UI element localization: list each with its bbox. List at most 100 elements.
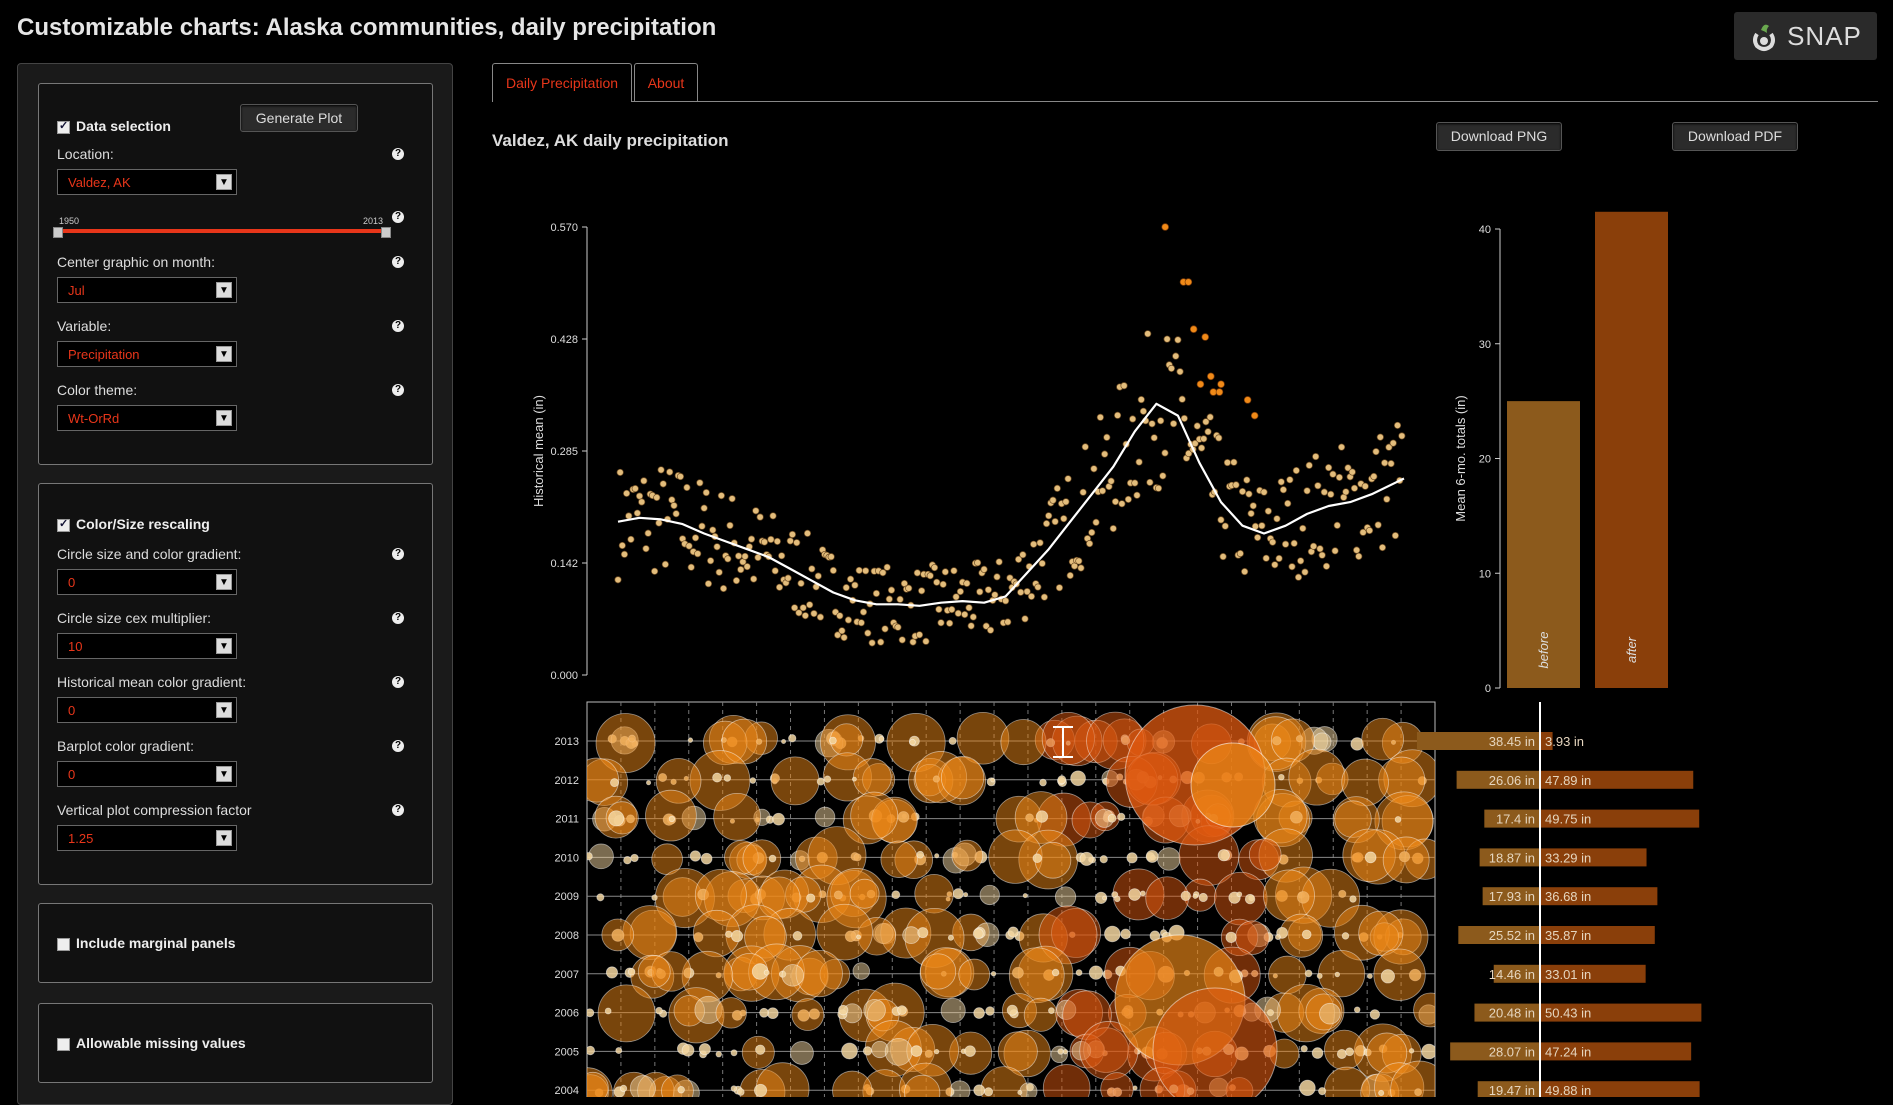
precip-bubble [1367, 973, 1373, 979]
precip-bubble [1152, 987, 1278, 1097]
scatter-point [773, 537, 781, 545]
y-axis-title: Historical mean (in) [531, 395, 546, 507]
precip-bubble [940, 997, 966, 1024]
scatter-point [1014, 555, 1023, 563]
variable-select[interactable]: Precipitation ▼ [57, 341, 237, 367]
scatter-point [1303, 487, 1311, 495]
bar-y-tick-label: 20 [1479, 454, 1491, 466]
scatter-point [737, 566, 745, 574]
scatter-point [883, 563, 891, 571]
tab-daily-precipitation[interactable]: Daily Precipitation [492, 63, 632, 102]
slider-handle-min[interactable] [53, 227, 63, 238]
circle-gradient-select[interactable]: 0 ▼ [57, 569, 237, 595]
precip-bubble [964, 1045, 976, 1057]
download-pdf-button[interactable]: Download PDF [1672, 122, 1798, 151]
help-icon[interactable]: ? [392, 148, 404, 160]
chevron-down-icon: ▼ [216, 410, 232, 426]
scatter-point [879, 569, 887, 577]
scatter-point [868, 639, 876, 647]
scatter-point [1331, 547, 1339, 555]
help-icon[interactable]: ? [392, 256, 404, 268]
scatter-point [1062, 498, 1070, 506]
precip-bubble [852, 962, 870, 980]
precip-bubble [646, 780, 652, 786]
precip-bubble [884, 1037, 913, 1066]
data-selection-checkbox[interactable] [57, 119, 70, 134]
scatter-point [691, 534, 700, 542]
slider-handle-max[interactable] [381, 227, 391, 238]
scatter-point [1333, 521, 1341, 529]
generate-plot-button[interactable]: Generate Plot [240, 104, 358, 132]
precip-bubble [1057, 1048, 1064, 1055]
help-icon[interactable]: ? [392, 740, 404, 752]
month-select[interactable]: Jul ▼ [57, 277, 237, 303]
precip-bubble [1000, 719, 1047, 766]
marginal-toggle[interactable]: Include marginal panels [57, 935, 236, 951]
before-bar [1474, 1003, 1540, 1022]
scatter-point [1393, 421, 1402, 429]
precip-bubble [597, 984, 656, 1043]
help-icon[interactable]: ? [392, 211, 404, 223]
missing-toggle[interactable]: Allowable missing values [57, 1035, 246, 1051]
scatter-point [1196, 380, 1205, 388]
precip-bubble [759, 1007, 769, 1018]
scatter-point [775, 583, 784, 591]
scatter-point [827, 553, 835, 561]
rescaling-heading[interactable]: Color/Size rescaling [57, 516, 210, 532]
scatter-point [1081, 443, 1089, 451]
compression-label: Vertical plot compression factor [57, 802, 252, 818]
scatter-point [704, 580, 712, 588]
after-total: 50.43 in [1545, 1006, 1591, 1021]
help-icon[interactable]: ? [392, 384, 404, 396]
scatter-point [1209, 388, 1218, 396]
cex-select[interactable]: 10 ▼ [57, 633, 237, 659]
color-theme-select[interactable]: Wt-OrRd ▼ [57, 405, 237, 431]
scatter-point [791, 604, 799, 612]
scatter-point [1098, 487, 1107, 495]
scatter-point [651, 567, 659, 575]
precip-bubble [862, 1046, 873, 1056]
scatter-point [769, 512, 777, 520]
help-icon[interactable]: ? [392, 676, 404, 688]
barplot-gradient-select[interactable]: 0 ▼ [57, 761, 237, 787]
precip-bubble [770, 756, 820, 806]
scatter-point [1297, 557, 1305, 565]
snap-logo[interactable]: SNAP [1734, 12, 1877, 60]
scatter-point [797, 579, 805, 587]
rescaling-checkbox[interactable] [57, 517, 70, 532]
help-icon[interactable]: ? [392, 548, 404, 560]
help-icon[interactable]: ? [392, 804, 404, 816]
missing-checkbox[interactable] [57, 1037, 70, 1051]
hist-gradient-select[interactable]: 0 ▼ [57, 697, 237, 723]
after-bar [1540, 770, 1694, 789]
scatter-point [1109, 524, 1117, 533]
scatter-point [1241, 568, 1249, 576]
help-icon[interactable]: ? [392, 612, 404, 624]
scatter-point [1017, 588, 1025, 596]
scatter-point [1223, 459, 1231, 467]
year-range-slider[interactable]: 1950 2013 [53, 216, 391, 246]
scatter-point [644, 529, 652, 537]
chevron-down-icon: ▼ [216, 282, 232, 298]
scatter-point [1359, 528, 1367, 536]
scatter-point [743, 563, 751, 571]
marginal-checkbox[interactable] [57, 937, 70, 951]
scatter-point [980, 565, 988, 573]
data-selection-heading[interactable]: Data selection [57, 118, 171, 134]
before-total: 26.06 in [1489, 773, 1535, 788]
compression-select[interactable]: 1.25 ▼ [57, 825, 237, 851]
scatter-point [1243, 476, 1251, 484]
location-select[interactable]: Valdez, AK ▼ [57, 169, 237, 195]
precip-bubble [1225, 931, 1237, 943]
precip-bubble [973, 1007, 985, 1019]
download-png-button[interactable]: Download PNG [1436, 122, 1562, 151]
marginal-panel: Include marginal panels [38, 903, 433, 983]
after-bar [1540, 809, 1700, 828]
scatter-point [986, 626, 995, 634]
help-icon[interactable]: ? [392, 320, 404, 332]
scatter-point [1338, 443, 1346, 451]
scatter-point [1042, 520, 1051, 528]
tab-about[interactable]: About [634, 63, 698, 101]
scatter-point [1201, 333, 1209, 341]
scatter-point [1118, 500, 1126, 508]
